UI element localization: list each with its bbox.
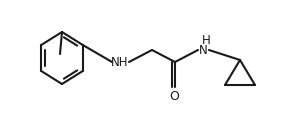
Text: H: H <box>202 34 210 46</box>
Text: NH: NH <box>111 55 129 69</box>
Text: O: O <box>169 89 179 103</box>
Text: N: N <box>199 44 207 56</box>
